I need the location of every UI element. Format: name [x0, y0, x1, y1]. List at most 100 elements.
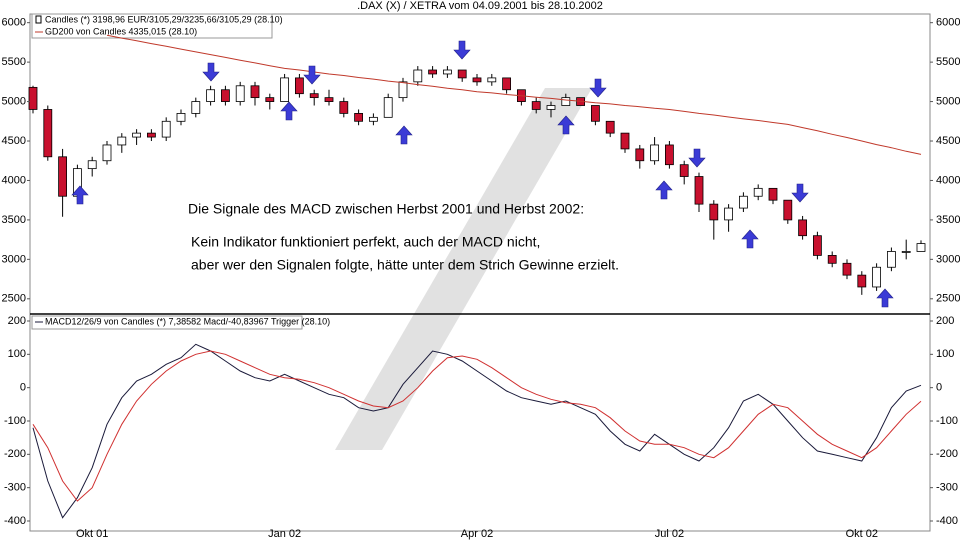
candle-body: [620, 132, 630, 150]
sell-signal-arrow: [202, 62, 220, 82]
candle-body: [842, 262, 852, 276]
y-tick-label: 5500: [2, 56, 26, 68]
candle-body: [265, 97, 275, 102]
candle-body: [176, 113, 186, 122]
y2-tick-label: 2500: [936, 293, 960, 305]
y2-tick-label: 0: [936, 382, 942, 394]
y2-tick-label: 3000: [936, 253, 960, 265]
candle-body: [502, 77, 512, 91]
candle-body: [354, 113, 364, 122]
candle-body: [635, 148, 645, 162]
candle-body: [280, 77, 290, 102]
candle-body: [546, 105, 556, 110]
candle-body: [309, 93, 319, 99]
candle-body: [724, 207, 733, 221]
buy-signal-arrow: [395, 125, 413, 145]
y-tick-label: -400: [4, 515, 26, 527]
candle-body: [798, 219, 807, 237]
candle-body: [43, 109, 53, 158]
candle-body: [665, 144, 674, 166]
x-tick-label: Apr 02: [461, 528, 493, 540]
x-tick-label: Jul 02: [655, 528, 684, 540]
candle-body: [146, 132, 156, 138]
candle-body: [487, 77, 497, 83]
y2-tick-label: 100: [936, 348, 954, 360]
candle-body: [368, 116, 378, 122]
candle-body: [220, 89, 230, 102]
candle-body: [117, 136, 127, 146]
candle-body: [383, 97, 393, 118]
buy-signal-arrow: [71, 185, 89, 205]
watermark: [335, 88, 592, 450]
buy-signal-arrow: [557, 115, 575, 135]
y2-tick-label: 4000: [936, 174, 960, 186]
candle-body: [887, 251, 896, 268]
candle-body: [813, 235, 822, 256]
y-tick-label: 6000: [2, 17, 26, 29]
y-tick-label: 3500: [2, 214, 26, 226]
y2-tick-label: -100: [936, 415, 958, 427]
candle-body: [398, 81, 408, 99]
candle-body: [250, 85, 260, 99]
buy-signal-arrow: [876, 288, 894, 308]
candle-body: [753, 187, 763, 197]
x-tick-label: Okt 02: [846, 528, 878, 540]
candle-body: [872, 266, 881, 288]
candle-body: [694, 176, 704, 205]
y-tick-label: 100: [8, 348, 26, 360]
chart-title: .DAX (X) / XETRA vom 04.09.2001 bis 28.1…: [357, 0, 603, 12]
y-tick-label: 4500: [2, 135, 26, 147]
candle-body: [768, 187, 778, 201]
candle-body: [531, 101, 541, 110]
candle-body: [87, 160, 97, 170]
candle-body: [472, 77, 482, 83]
series-line: [32, 350, 922, 502]
legend-candle-icon: [35, 15, 42, 24]
sell-signal-arrow: [791, 183, 809, 203]
y-tick-label: -100: [4, 415, 26, 427]
candle-body: [161, 120, 171, 138]
annotation: Kein Indikator funktioniert perfekt, auc…: [191, 234, 540, 250]
candle-body: [783, 199, 793, 221]
candle-body: [28, 86, 38, 110]
candle-body: [605, 120, 615, 134]
y2-tick-label: 6000: [936, 17, 960, 29]
candle-body: [324, 97, 334, 102]
legend-label: GD200 von Candles 4335,015 (28.10): [45, 26, 197, 36]
y-tick-label: 2500: [2, 293, 26, 305]
legend-label: Candles (*) 3198,96 EUR/3105,29/3235,66/…: [45, 14, 283, 24]
candle-body: [413, 69, 423, 83]
y-tick-label: -200: [4, 448, 26, 460]
y-tick-label: 0: [20, 382, 26, 394]
y-tick-label: 3000: [2, 253, 26, 265]
y2-tick-label: 5500: [936, 56, 960, 68]
y2-tick-label: 5000: [936, 95, 960, 107]
sell-signal-arrow: [303, 65, 321, 85]
y2-tick-label: 4500: [936, 135, 960, 147]
candle-body: [561, 97, 571, 106]
candle-body: [442, 69, 452, 75]
series-line: [106, 34, 922, 155]
candle-body: [827, 255, 837, 264]
candle-body: [294, 77, 304, 95]
y-tick-label: 5000: [2, 95, 26, 107]
legend-box: [31, 13, 273, 39]
annotation: aber wer den Signalen folgte, hätte unte…: [191, 257, 619, 273]
y2-tick-label: -300: [936, 482, 958, 494]
buy-signal-arrow: [655, 180, 673, 200]
candle-body: [132, 132, 142, 138]
buy-signal-arrow: [280, 101, 298, 121]
candle-body: [709, 203, 719, 221]
x-tick-label: Jan 02: [268, 528, 301, 540]
candle-body: [457, 69, 467, 79]
y-tick-label: -300: [4, 482, 26, 494]
annotation: Die Signale des MACD zwischen Herbst 200…: [188, 201, 584, 217]
candle-body: [191, 101, 201, 114]
candle-body: [428, 69, 438, 75]
candle-body: [102, 144, 112, 162]
candle-body: [206, 89, 216, 102]
sell-signal-arrow: [453, 40, 471, 60]
buy-signal-arrow: [741, 229, 759, 249]
candle-body: [679, 164, 689, 177]
